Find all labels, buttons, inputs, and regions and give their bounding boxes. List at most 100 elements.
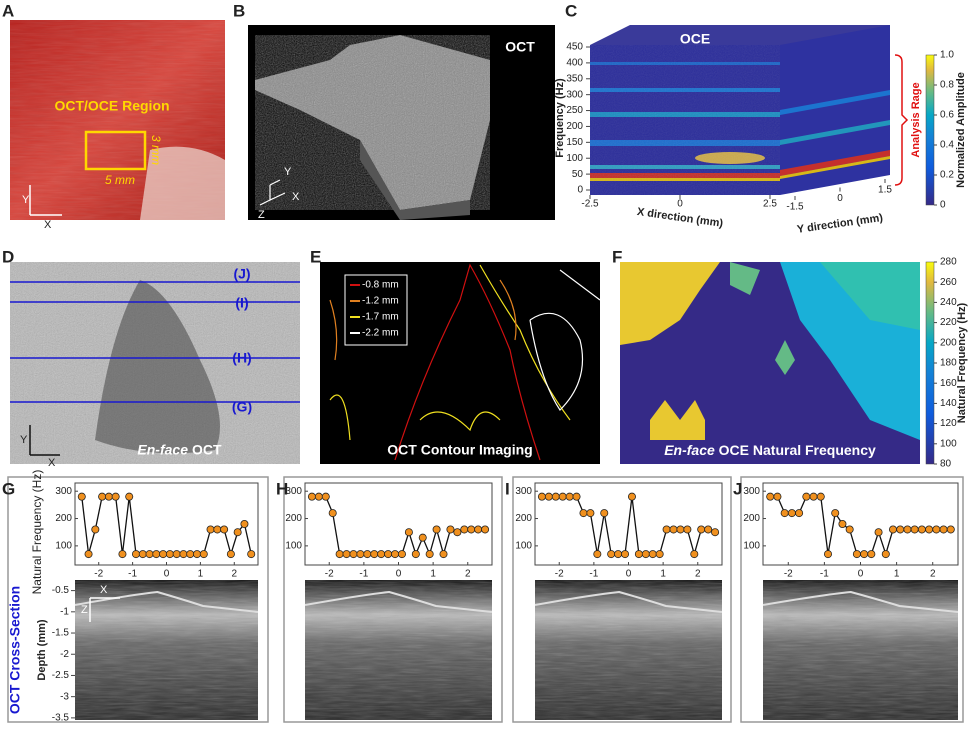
x-tick-label: -1 xyxy=(820,569,829,580)
depth-tick-label: -2.5 xyxy=(52,670,70,681)
marker xyxy=(152,550,161,559)
marker xyxy=(614,550,623,559)
region xyxy=(620,262,720,345)
marker xyxy=(84,550,93,559)
x-tick-label: 0 xyxy=(858,569,864,580)
x-tick-label: -1 xyxy=(589,569,598,580)
tick-label: 0 xyxy=(677,199,683,210)
tick-label: 1.5 xyxy=(878,185,892,196)
tick-label: 100 xyxy=(566,153,583,164)
oct-texture xyxy=(535,580,722,720)
x-tick-label: 1 xyxy=(198,569,204,580)
marker xyxy=(349,550,358,559)
marker xyxy=(247,550,256,559)
marker xyxy=(307,492,316,501)
tick-label: -2.5 xyxy=(581,199,599,210)
panel-frame xyxy=(512,476,732,723)
marker xyxy=(104,492,113,501)
caption: OCT Contour Imaging xyxy=(387,442,532,458)
marker xyxy=(704,525,713,534)
tick-label: 0 xyxy=(940,200,946,211)
tick-label: 1.0 xyxy=(940,50,954,61)
depth-label: Depth (mm) xyxy=(36,619,48,680)
tick-label: 0 xyxy=(837,193,843,204)
marker xyxy=(939,525,948,534)
tick-label: 80 xyxy=(940,459,952,470)
x-tick-label: -2 xyxy=(94,569,103,580)
cube-texture xyxy=(590,45,780,195)
marker xyxy=(860,550,869,559)
marker xyxy=(903,525,912,534)
axes-arrows xyxy=(259,179,286,206)
c-ylabel: Frequency (Hz) xyxy=(554,78,566,158)
marker xyxy=(946,525,955,534)
marker xyxy=(397,550,406,559)
axes-arrows xyxy=(29,185,62,216)
tick-label: -1.5 xyxy=(786,202,804,213)
caption-italic: En-face xyxy=(137,442,188,458)
tick-label: 150 xyxy=(566,137,583,148)
legend-entry: -1.2 mm xyxy=(362,296,399,307)
x-tick-label: -1 xyxy=(128,569,137,580)
marker xyxy=(824,550,833,559)
marker xyxy=(579,509,588,518)
marker xyxy=(621,550,630,559)
oct-texture xyxy=(305,580,492,720)
axis-y: Y xyxy=(284,166,292,178)
panel-e: -0.8 mm -1.2 mm -1.7 mm -2.2 mm OCT Cont… xyxy=(310,247,601,464)
x-tick-label: 2 xyxy=(930,569,936,580)
marker xyxy=(179,550,188,559)
marker xyxy=(662,525,671,534)
x-tick-label: 2 xyxy=(465,569,471,580)
line-label: (I) xyxy=(235,295,248,311)
line-label: (H) xyxy=(232,350,251,366)
axes-arrows xyxy=(29,425,60,456)
marker xyxy=(145,550,154,559)
legend-entry: -0.8 mm xyxy=(362,280,399,291)
x-tick-label: -2 xyxy=(784,569,793,580)
y-tick-label: 100 xyxy=(515,541,532,552)
marker xyxy=(802,492,811,501)
marker xyxy=(370,550,379,559)
caption-italic: En-face xyxy=(664,442,715,458)
marker xyxy=(544,492,553,501)
panel-label: D xyxy=(2,247,14,266)
marker xyxy=(648,550,657,559)
tick-label: 260 xyxy=(940,277,957,288)
legend-entry: -2.2 mm xyxy=(362,328,399,339)
marker xyxy=(432,525,441,534)
marker xyxy=(641,550,650,559)
panel-label: I xyxy=(505,479,510,498)
contour xyxy=(329,279,517,361)
marker xyxy=(845,525,854,534)
panel-label: H xyxy=(276,479,288,498)
marker xyxy=(233,528,242,537)
marker xyxy=(831,509,840,518)
tick-label: 100 xyxy=(940,438,957,449)
marker xyxy=(655,550,664,559)
axis-z: Z xyxy=(81,604,88,616)
tick-label: 50 xyxy=(572,169,584,180)
y-tick-label: 100 xyxy=(55,541,72,552)
oct-texture xyxy=(255,35,490,210)
tick-label: 140 xyxy=(940,398,957,409)
side-label: OCT Cross-Section xyxy=(7,586,23,714)
c-title: OCE xyxy=(680,31,710,47)
marker xyxy=(572,492,581,501)
marker xyxy=(867,550,876,559)
marker xyxy=(481,525,490,534)
marker xyxy=(199,550,208,559)
marker xyxy=(766,492,775,501)
marker xyxy=(439,550,448,559)
legend-entry: -1.7 mm xyxy=(362,312,399,323)
marker xyxy=(363,550,372,559)
y-tick-label: 300 xyxy=(743,486,760,497)
marker xyxy=(634,550,643,559)
marker xyxy=(683,525,692,534)
region-label: OCT/OCE Region xyxy=(54,98,169,114)
marker xyxy=(226,550,235,559)
tick-label: 2.5 xyxy=(763,199,777,210)
marker xyxy=(690,550,699,559)
